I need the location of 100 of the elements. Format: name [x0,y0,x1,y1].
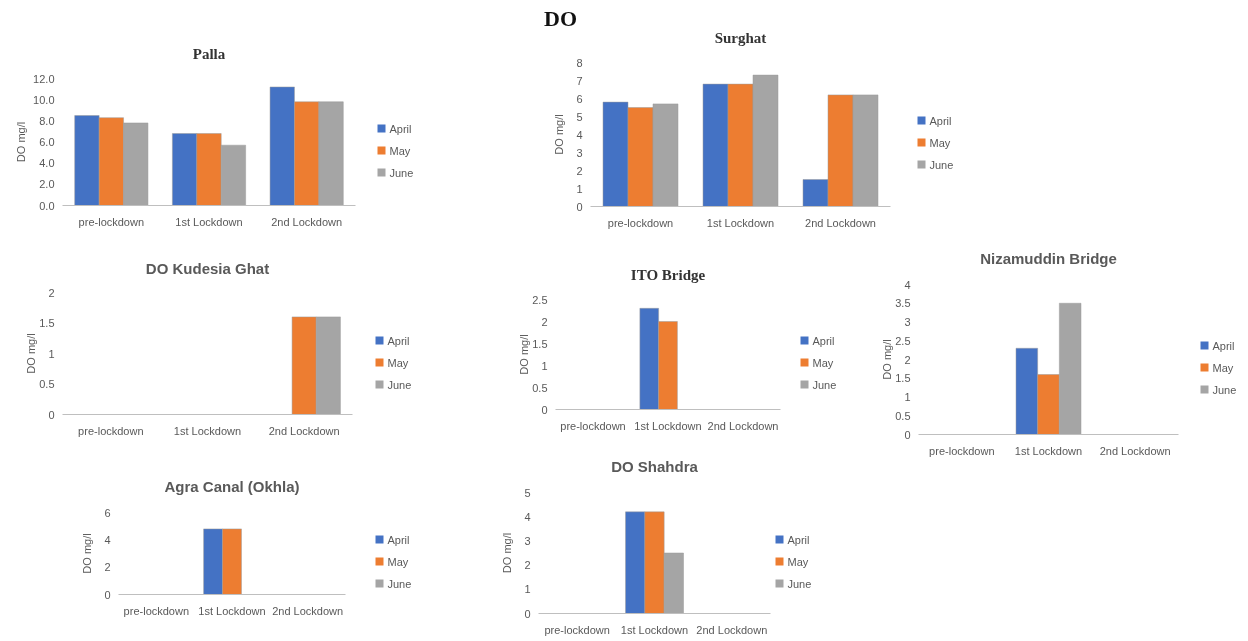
y-tick-label: 7 [576,74,583,87]
chart-title: Nizamuddin Bridge [980,250,1117,267]
legend-label: April [929,114,952,127]
y-tick-label: 1 [541,359,548,372]
y-tick-label: 4 [104,533,111,546]
x-tick-label: 1st Lockdown [1014,444,1083,457]
y-tick-label: 1.5 [532,337,548,350]
y-axis-title: DO mg/l [80,533,93,574]
legend-label: April [387,533,410,546]
x-tick-label: 2nd Lockdown [696,623,768,636]
x-tick-label: 1st Lockdown [175,215,243,228]
legend-label: June [389,166,414,179]
y-tick-label: 6 [104,506,111,519]
y-tick-label: 2 [48,286,55,299]
x-tick-label: pre-lockdown [78,424,144,437]
y-axis-title: DO mg/l [517,334,530,375]
chart-title: ITO Bridge [630,266,706,283]
y-tick-label: 0 [48,408,55,421]
x-tick-label: 2nd Lockdown [272,604,344,617]
y-tick-label: 3.5 [895,297,911,310]
y-tick-label: 2.5 [532,293,548,306]
y-tick-label: 0 [104,588,111,601]
y-tick-label: 1 [904,391,911,403]
y-tick-label: 1 [48,347,55,360]
x-tick-label: 1st Lockdown [706,216,775,229]
legend-label: April [812,334,835,347]
y-tick-label: 10.0 [33,93,55,106]
y-axis-title: DO mg/l [24,333,37,374]
y-tick-label: 1 [576,182,583,195]
x-tick-label: 2nd Lockdown [1099,444,1171,457]
legend-label: May [387,356,409,369]
y-tick-label: 2 [904,353,911,366]
y-tick-label: 0 [524,607,531,620]
y-axis-title: DO mg/l [880,339,893,380]
legend-label: May [387,555,409,568]
x-tick-label: 2nd Lockdown [805,216,876,229]
y-tick-label: 5 [524,486,531,499]
legend-label: June [387,378,412,391]
y-tick-label: 5 [576,110,583,123]
legend-label: June [1212,383,1237,396]
x-tick-label: pre-lockdown [78,215,145,228]
y-tick-label: 3 [524,534,531,547]
y-tick-label: 1.5 [895,372,911,385]
legend-label: May [389,144,411,157]
text: DO [544,6,577,31]
x-tick-label: pre-lockdown [560,419,626,432]
y-tick-label: 0 [541,403,548,416]
y-tick-label: 12.0 [33,72,55,85]
x-tick-label: 2nd Lockdown [707,419,779,432]
y-tick-label: 0 [904,428,911,441]
y-tick-label: 0 [576,200,583,213]
legend-label: May [929,136,951,149]
y-tick-label: 1.5 [39,317,55,329]
x-tick-label: pre-lockdown [607,216,674,229]
chart-title: Palla [192,45,226,62]
legend-label: June [787,577,812,590]
y-tick-label: 2.0 [39,178,55,191]
y-tick-label: 4.0 [39,157,55,170]
x-tick-label: 1st Lockdown [620,623,689,636]
x-tick-label: 2nd Lockdown [271,215,343,228]
y-tick-label: 8.0 [39,114,55,127]
legend-label: April [787,533,810,546]
x-tick-label: 2nd Lockdown [268,424,340,437]
y-tick-label: 6.0 [39,136,55,148]
y-tick-label: 0.0 [39,199,55,212]
x-tick-label: 1st Lockdown [173,424,242,437]
legend-label: May [1212,361,1234,374]
y-tick-label: 3 [576,146,583,159]
legend-label: April [387,334,410,347]
chart-title: Surghat [714,29,767,46]
x-tick-label: 1st Lockdown [198,604,266,617]
chart-title: DO Kudesia Ghat [145,260,270,277]
y-tick-label: 0.5 [39,378,55,390]
y-axis-title: DO mg/l [500,532,513,574]
y-tick-label: 4 [904,278,911,291]
legend-label: June [929,158,954,171]
x-tick-label: pre-lockdown [123,604,190,617]
legend-label: June [812,378,837,391]
y-tick-label: 2 [576,164,583,177]
y-axis-title: DO mg/l [552,114,565,155]
y-axis-title: DO mg/l [14,121,27,163]
y-tick-label: 2 [541,315,548,328]
y-tick-label: 2.5 [895,334,911,347]
chart-title: Agra Canal (Okhla) [164,478,300,495]
x-tick-label: 1st Lockdown [634,419,702,432]
chart-title: DO Shahdra [611,458,699,475]
y-tick-label: 0.5 [895,409,911,422]
y-tick-label: 4 [524,510,531,523]
legend-label: June [387,577,412,590]
legend-label: April [389,122,412,135]
x-tick-label: pre-lockdown [929,444,995,457]
legend-label: May [787,555,809,568]
y-tick-label: 8 [576,56,583,69]
y-tick-label: 2 [524,559,531,572]
legend-label: April [1212,339,1235,352]
y-tick-label: 6 [576,92,583,105]
y-tick-label: 3 [904,316,911,328]
y-tick-label: 2 [104,561,111,574]
legend-label: May [812,356,834,369]
y-tick-label: 4 [576,128,583,141]
